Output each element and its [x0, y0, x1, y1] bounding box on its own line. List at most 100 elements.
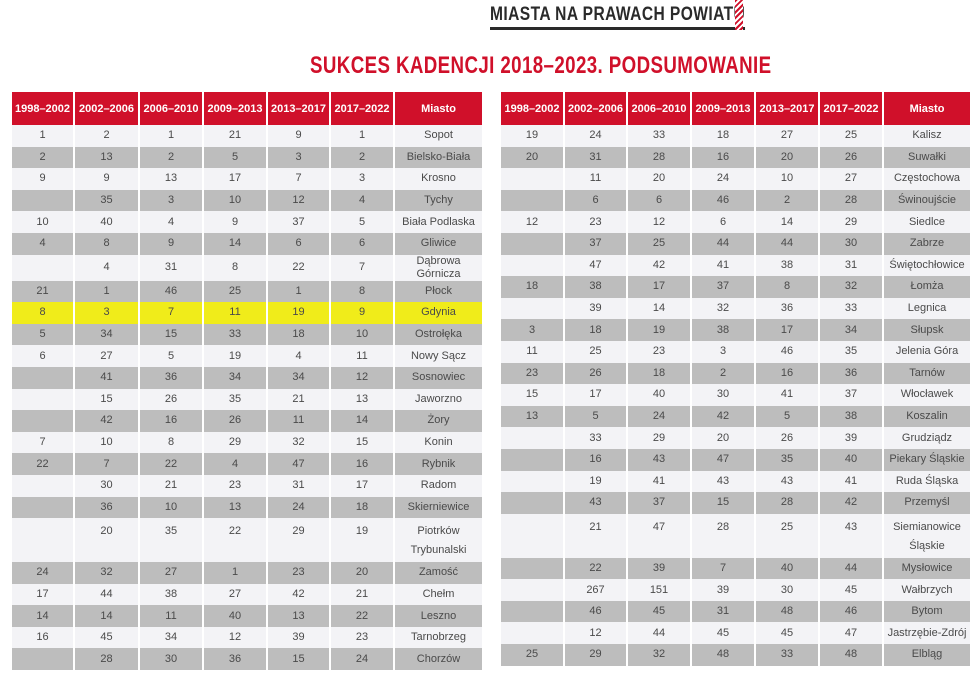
rank-cell: 31: [820, 254, 882, 277]
rank-cell: [12, 254, 73, 281]
table-row: 8 3 7 11 19 9 Gdynia: [12, 302, 482, 324]
rank-cell: 39: [692, 579, 754, 601]
rank-cell: 16: [331, 453, 393, 475]
rank-cell: 20: [501, 146, 563, 169]
rank-cell: 6: [628, 189, 690, 212]
city-name-cell: Kalisz: [884, 125, 970, 147]
rank-cell: 36: [820, 362, 882, 385]
rank-cell: 15: [331, 431, 393, 454]
rank-cell: 18: [268, 323, 329, 346]
rank-cell: 18: [501, 276, 563, 298]
column-header-city: Miasto: [395, 92, 482, 125]
column-header-period: 1998–2002: [501, 92, 563, 125]
rank-cell: 15: [268, 648, 329, 671]
rank-cell: 5: [204, 146, 266, 169]
rank-cell: 46: [756, 340, 818, 363]
rank-cell: 42: [268, 583, 329, 606]
rank-cell: 3: [331, 168, 393, 190]
city-name-cell: Łomża: [884, 276, 970, 298]
rank-cell: 31: [268, 474, 329, 497]
rank-cell: 41: [756, 384, 818, 406]
ranking-table-left: 1998–2002 2002–2006 2006–2010 2009–2013 2013…: [10, 92, 484, 671]
rank-cell: 38: [692, 319, 754, 341]
rank-cell: 25: [204, 280, 266, 303]
rank-cell: 24: [268, 496, 329, 519]
rank-cell: 28: [756, 492, 818, 514]
rank-cell: 48: [692, 644, 754, 666]
city-name-cell: Ruda Śląska: [884, 470, 970, 493]
city-name-cell: Tarnów: [884, 362, 970, 385]
column-header-period: 2006–2010: [628, 92, 690, 125]
rank-cell: 37: [820, 384, 882, 406]
rank-cell: 16: [140, 410, 202, 432]
rank-cell: 46: [565, 600, 626, 623]
rank-cell: 36: [140, 366, 202, 389]
rank-cell: 45: [820, 579, 882, 601]
table-row: 21 1 46 25 1 8 Płock: [12, 280, 482, 303]
rank-cell: [501, 470, 563, 493]
rank-cell: 33: [565, 427, 626, 449]
table-row: 5 34 15 33 18 10 Ostrołęka: [12, 323, 482, 346]
column-header-period: 2006–2010: [140, 92, 202, 125]
rank-cell: 17: [756, 319, 818, 341]
rank-cell: 6: [565, 189, 626, 212]
rank-cell: 28: [75, 648, 138, 671]
rank-cell: 47: [692, 448, 754, 471]
rank-cell: 47: [565, 254, 626, 277]
table-row: 28 30 36 15 24 Chorzów: [12, 648, 482, 671]
rank-cell: 16: [12, 626, 73, 649]
rank-cell: [501, 622, 563, 645]
rank-cell: 21: [12, 280, 73, 303]
rank-cell: 41: [628, 470, 690, 493]
rank-cell: 47: [268, 453, 329, 475]
rank-cell: 29: [628, 427, 690, 449]
rank-cell: 3: [501, 319, 563, 341]
rank-cell: 19: [331, 518, 393, 563]
table-row: 13 5 24 42 5 38 Koszalin: [501, 405, 970, 428]
table-row: 2 13 2 5 3 2 Bielsko-Biała: [12, 146, 482, 169]
table-row: 19 24 33 18 27 25 Kalisz: [501, 125, 970, 147]
city-name-cell: Przemyśl: [884, 492, 970, 514]
rank-cell: 36: [204, 648, 266, 671]
rank-cell: 19: [501, 125, 563, 147]
rank-cell: 45: [628, 600, 690, 623]
rank-cell: 27: [204, 583, 266, 606]
rank-cell: 35: [756, 448, 818, 471]
rank-cell: 7: [12, 431, 73, 454]
rank-cell: 29: [204, 431, 266, 454]
city-name-cell: Częstochowa: [884, 168, 970, 190]
table-row: 46 45 31 48 46 Bytom: [501, 600, 970, 623]
rank-cell: 14: [12, 605, 73, 627]
rank-cell: 32: [268, 431, 329, 454]
city-name-cell: Jelenia Góra: [884, 340, 970, 363]
rank-cell: 27: [756, 125, 818, 147]
rank-cell: 26: [565, 362, 626, 385]
rank-cell: 34: [204, 366, 266, 389]
rank-cell: 29: [268, 518, 329, 563]
rank-cell: 32: [75, 562, 138, 584]
rank-cell: 17: [565, 384, 626, 406]
rank-cell: [12, 189, 73, 212]
rank-cell: 2: [140, 146, 202, 169]
rank-cell: 45: [692, 622, 754, 645]
rank-cell: 33: [756, 644, 818, 666]
rank-cell: 15: [501, 384, 563, 406]
city-name-cell: Dąbrowa Górnicza: [395, 254, 482, 281]
rank-cell: 39: [628, 557, 690, 580]
rank-cell: 15: [75, 388, 138, 411]
rank-cell: 40: [75, 211, 138, 233]
rank-cell: 18: [331, 496, 393, 519]
table-row: 17 44 38 27 42 21 Chełm: [12, 583, 482, 606]
rank-cell: 5: [140, 345, 202, 367]
rank-cell: 20: [628, 168, 690, 190]
rank-cell: 21: [204, 125, 266, 147]
rank-cell: 5: [12, 323, 73, 346]
table-row: 10 40 4 9 37 5 Biała Podlaska: [12, 211, 482, 233]
city-name-cell: Jastrzębie-Zdrój: [884, 622, 970, 645]
rank-cell: 18: [692, 125, 754, 147]
table-row: 12 23 12 6 14 29 Siedlce: [501, 211, 970, 233]
city-name-cell: Leszno: [395, 605, 482, 627]
rank-cell: 22: [268, 254, 329, 281]
table-row: 43 37 15 28 42 Przemyśl: [501, 492, 970, 514]
rank-cell: [12, 648, 73, 671]
